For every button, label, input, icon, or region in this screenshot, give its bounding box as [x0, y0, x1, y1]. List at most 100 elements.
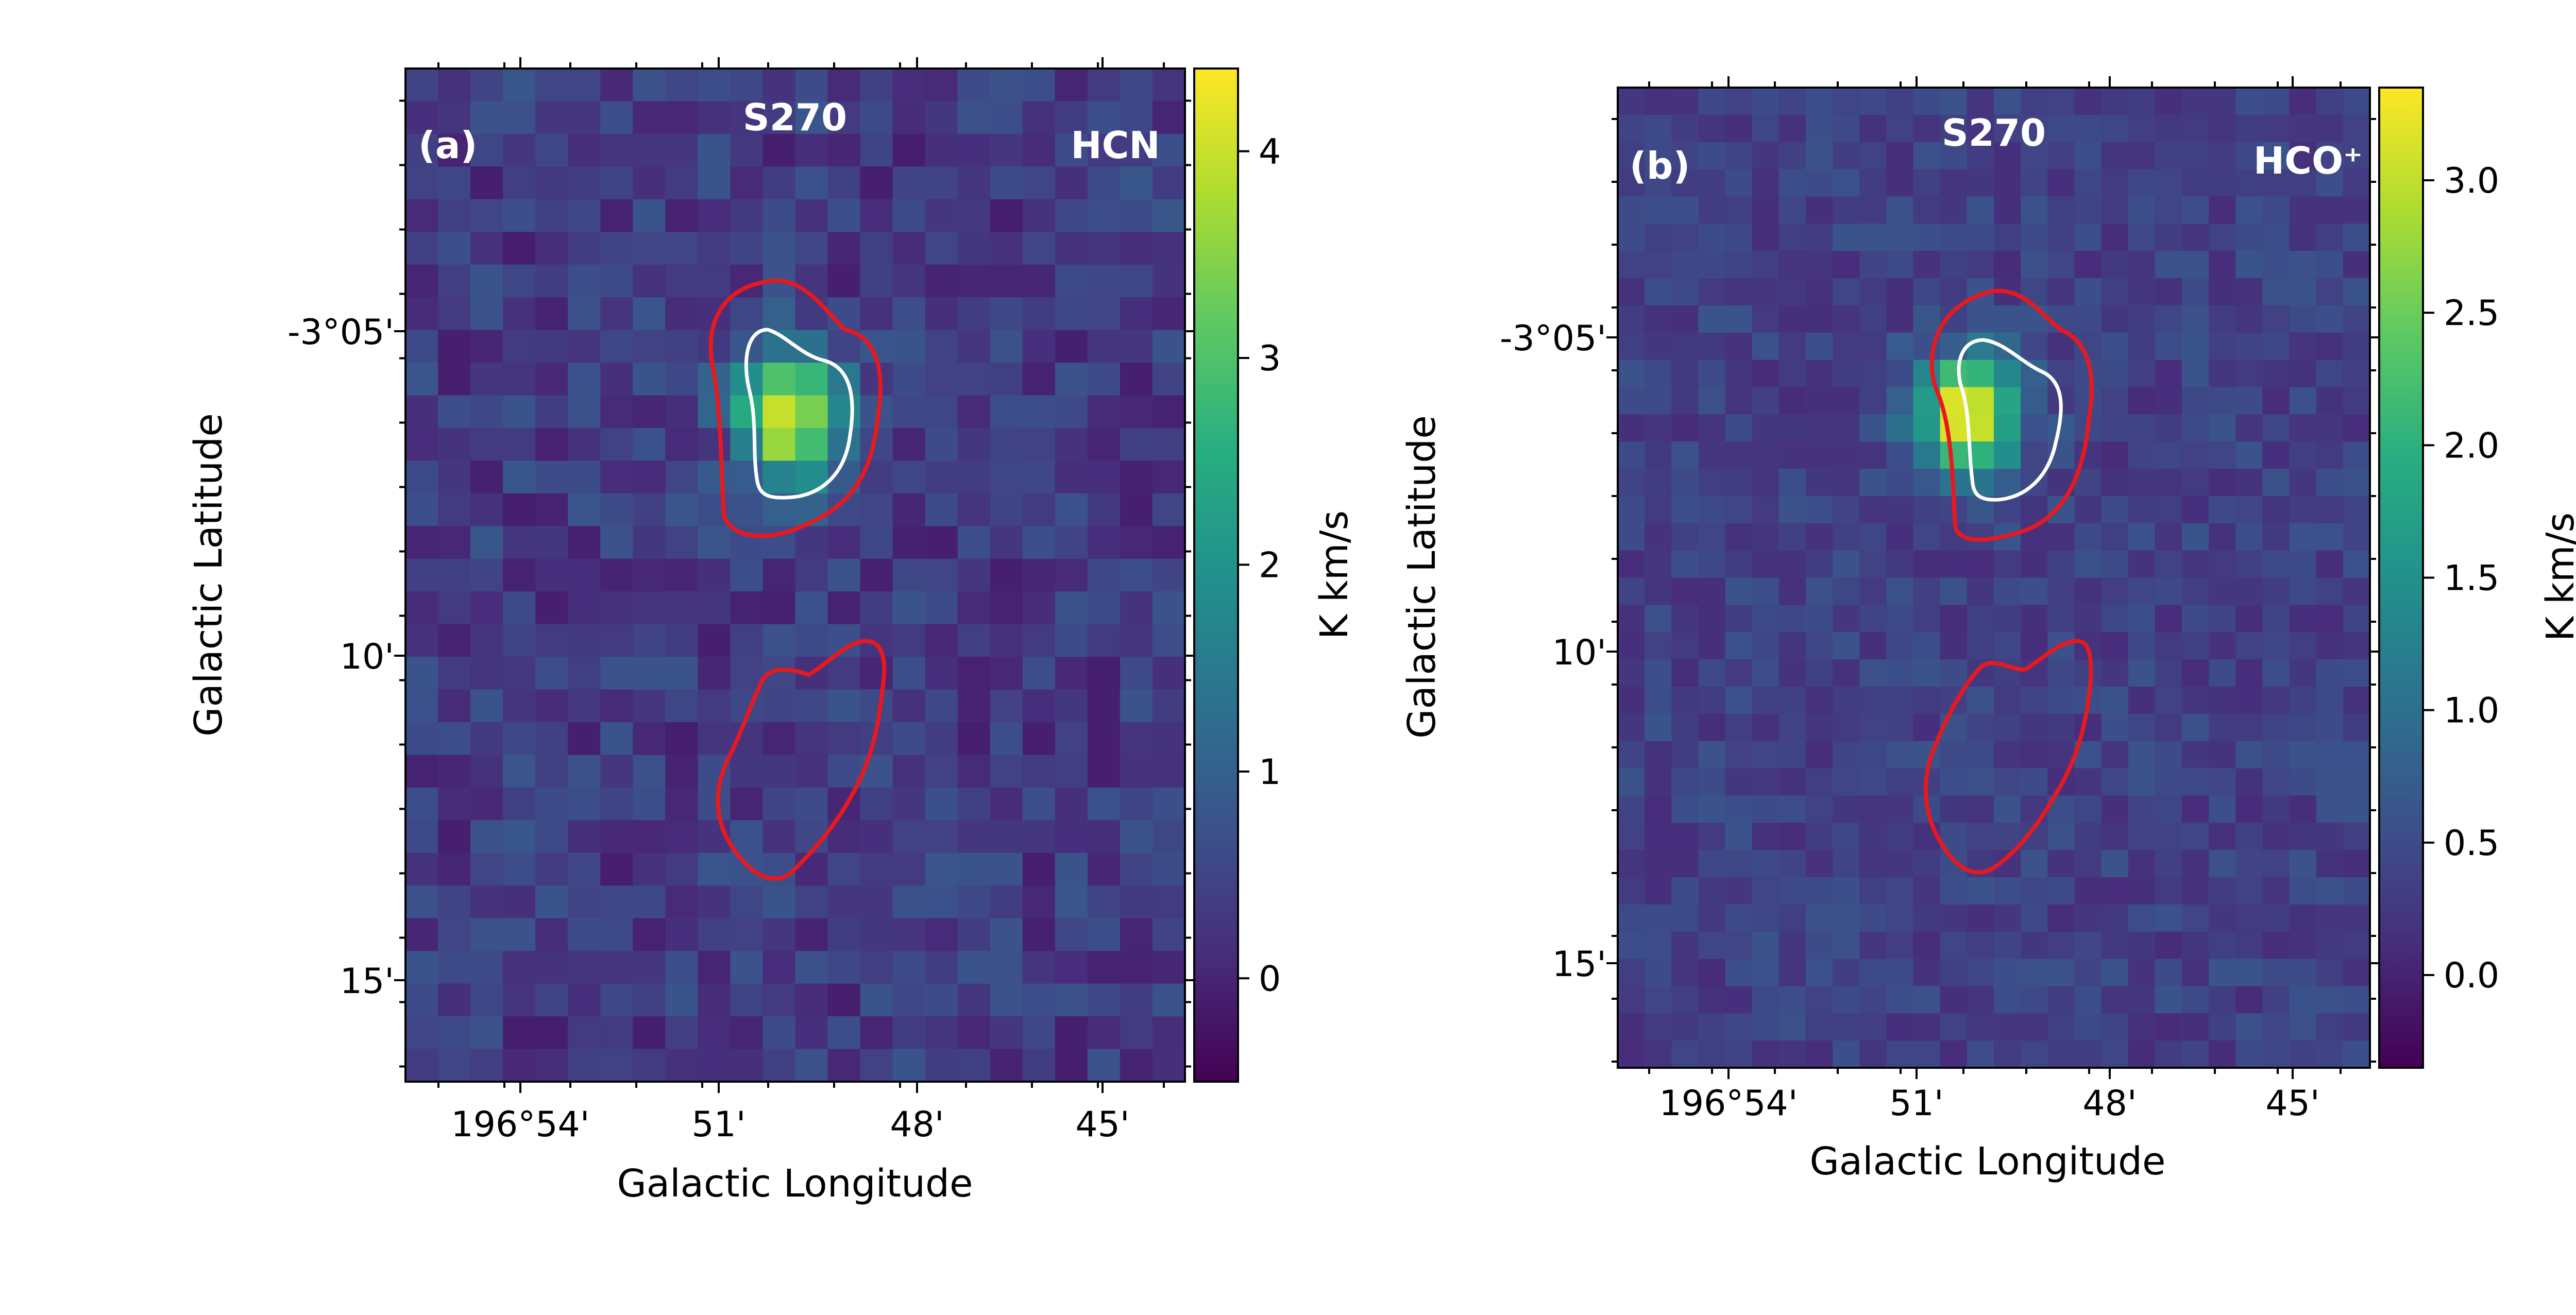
- heatmap-cell: [827, 395, 861, 429]
- y-axis-label-b: Galactic Latitude: [1400, 415, 1444, 739]
- heatmap-cell: [1913, 713, 1941, 742]
- heatmap-cell: [1967, 986, 1994, 1014]
- heatmap-cell: [1859, 877, 1887, 905]
- heatmap-cell: [2128, 877, 2156, 905]
- heatmap-cell: [2021, 1013, 2048, 1041]
- heatmap-cell: [2289, 850, 2317, 878]
- heatmap-cell: [1671, 360, 1699, 388]
- heatmap-cell: [1913, 196, 1941, 225]
- heatmap-cell: [2235, 387, 2263, 415]
- heatmap-cell: [2128, 224, 2156, 251]
- heatmap-cell: [1752, 795, 1780, 824]
- heatmap-cell: [633, 657, 666, 690]
- heatmap-cell: [860, 101, 893, 134]
- heatmap-cell: [600, 69, 634, 102]
- heatmap-cell: [1967, 713, 1994, 742]
- heatmap-cell: [1618, 278, 1645, 306]
- heatmap-cell: [730, 1049, 764, 1082]
- heatmap-cell: [1859, 686, 1887, 714]
- heatmap-cell: [633, 983, 666, 1017]
- heatmap-cell: [405, 460, 438, 494]
- heatmap-cell: [1913, 850, 1941, 878]
- heatmap-cell: [600, 264, 634, 298]
- heatmap-cell: [1055, 755, 1088, 788]
- heatmap-cell: [1120, 428, 1153, 462]
- heatmap-cell: [990, 166, 1023, 200]
- heatmap-cell: [503, 166, 536, 200]
- heatmap-cell: [2235, 523, 2263, 551]
- heatmap-cell: [2047, 686, 2075, 714]
- heatmap-cell: [957, 722, 991, 756]
- heatmap-cell: [990, 1016, 1023, 1050]
- heatmap-cell: [633, 69, 666, 102]
- heatmap-cell: [665, 918, 699, 951]
- heatmap-cell: [470, 460, 503, 494]
- heatmap-cell: [1886, 251, 1914, 279]
- heatmap-cell: [568, 722, 601, 756]
- heatmap-cell: [633, 264, 666, 298]
- heatmap-cell: [2128, 659, 2156, 687]
- heatmap-cell: [1967, 88, 1994, 115]
- heatmap-cell: [1778, 169, 1806, 197]
- heatmap-cell: [2101, 169, 2129, 197]
- heatmap-cell: [892, 558, 926, 592]
- heatmap-cell: [892, 363, 926, 396]
- heatmap-cell: [1913, 469, 1941, 497]
- heatmap-cell: [1806, 114, 1833, 143]
- heatmap-cell: [990, 395, 1023, 429]
- heatmap-cell: [1055, 689, 1088, 723]
- heatmap-cell: [2262, 360, 2290, 388]
- heatmap-cell: [2235, 577, 2263, 606]
- heatmap-cell: [795, 264, 828, 298]
- heatmap-cell: [2316, 686, 2344, 714]
- heatmap-cell: [1152, 722, 1185, 756]
- heatmap-cell: [633, 591, 666, 625]
- heatmap-cell: [2262, 877, 2290, 905]
- heatmap-cell: [1698, 550, 1726, 578]
- heatmap-cell: [1022, 1049, 1056, 1082]
- heatmap-cell: [1940, 768, 1968, 796]
- heatmap-cell: [1778, 795, 1806, 824]
- heatmap-cell: [762, 951, 796, 984]
- heatmap-cell: [438, 657, 471, 690]
- heatmap-cell: [503, 330, 536, 363]
- heatmap-cell: [1671, 496, 1699, 524]
- heatmap-cell: [1833, 877, 1860, 905]
- heatmap-cell: [1725, 196, 1753, 225]
- heatmap-cell: [2128, 114, 2156, 143]
- heatmap-cell: [1725, 305, 1753, 333]
- heatmap-cell: [892, 133, 926, 167]
- heatmap-cell: [1967, 1040, 1994, 1068]
- heatmap-cell: [2343, 850, 2370, 878]
- heatmap-cell: [2101, 414, 2129, 442]
- heatmap-cell: [1671, 931, 1699, 960]
- heatmap-cell: [827, 297, 861, 331]
- heatmap-cell: [2047, 713, 2075, 742]
- heatmap-cell: [1859, 713, 1887, 742]
- heatmap-cell: [470, 69, 503, 102]
- heatmap-cell: [438, 787, 471, 821]
- heatmap-cell: [795, 591, 828, 625]
- heatmap-cell: [438, 101, 471, 134]
- heatmap-cell: [535, 591, 569, 625]
- heatmap-cell: [1671, 605, 1699, 633]
- heatmap-cell: [2074, 713, 2102, 742]
- heatmap-cell: [1886, 169, 1914, 197]
- heatmap-cell: [665, 297, 699, 331]
- heatmap-cell: [600, 657, 634, 690]
- heatmap-cell: [2289, 659, 2317, 687]
- heatmap-cell: [1913, 305, 1941, 333]
- heatmap-cell: [730, 101, 764, 134]
- heatmap-cell: [633, 493, 666, 527]
- heatmap-cell: [957, 133, 991, 167]
- heatmap-cell: [2155, 904, 2182, 932]
- heatmap-cell: [1833, 387, 1860, 415]
- heatmap-cell: [2289, 278, 2317, 306]
- heatmap-cell: [470, 591, 503, 625]
- heatmap-cell: [633, 1049, 666, 1082]
- heatmap-cell: [2289, 332, 2317, 361]
- heatmap-cell: [600, 1049, 634, 1082]
- ticks-b: [1606, 76, 2381, 1079]
- heatmap-cell: [438, 558, 471, 592]
- heatmap-cell: [2155, 768, 2182, 796]
